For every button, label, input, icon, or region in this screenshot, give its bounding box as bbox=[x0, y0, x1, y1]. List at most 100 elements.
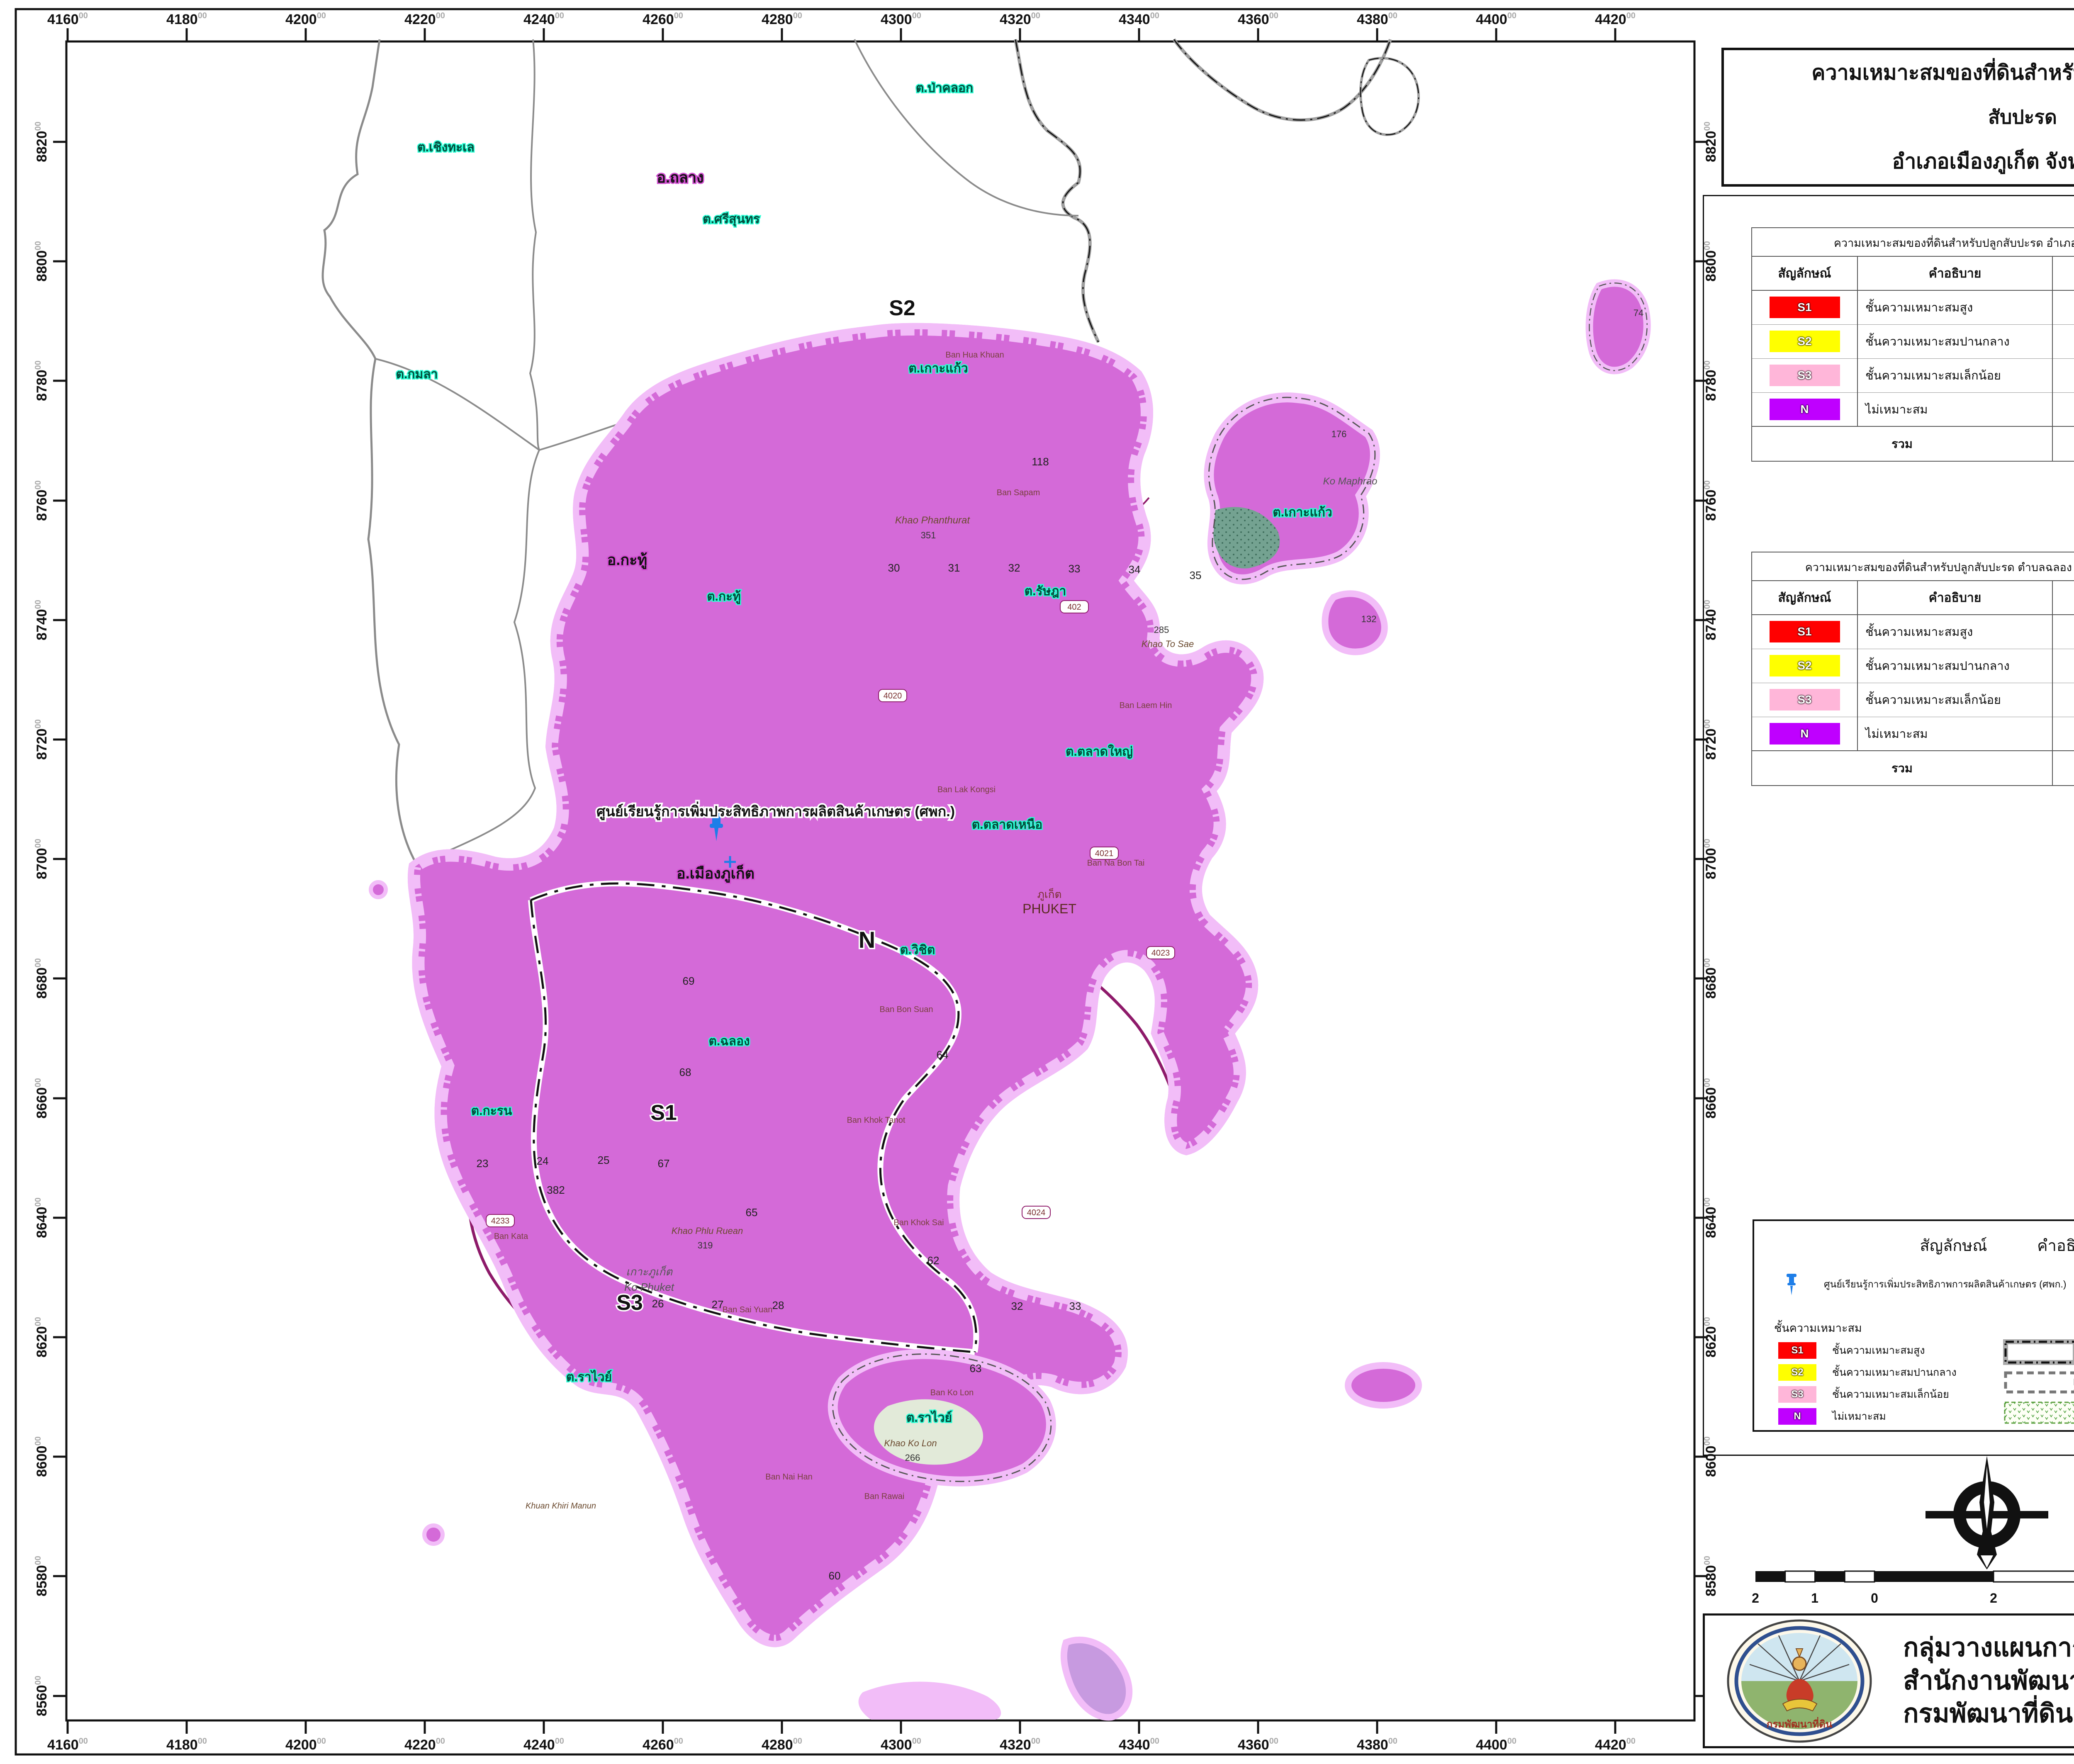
class-desc: ชั้นความเหมาะสมสูง bbox=[1857, 614, 2053, 649]
axis-label-top: 422000 bbox=[404, 11, 445, 27]
class-desc: ชั้นความเหมาะสมเล็กน้อย bbox=[1857, 358, 2053, 393]
map-label: Khao Phanthurat bbox=[895, 515, 970, 526]
class-area: 859 bbox=[2052, 648, 2074, 683]
map-title-line2: สับปะรด bbox=[1988, 106, 2057, 128]
map-label: ศูนย์เรียนรู้การเพิ่มประสิทธิภาพการผลิตส… bbox=[596, 801, 955, 820]
map-label: 27 bbox=[712, 1298, 724, 1311]
class-desc: ชั้นความเหมาะสมเล็กน้อย bbox=[1857, 682, 2053, 717]
total-area: 13,497 bbox=[2052, 750, 2074, 786]
map-label: 69 bbox=[683, 975, 695, 987]
table-row: Nไม่เหมาะสม86,01885.02 bbox=[1751, 392, 2074, 427]
pineapple-boundary-icon bbox=[2003, 1400, 2074, 1428]
axis-label-bottom: 430000 bbox=[881, 1737, 921, 1753]
map-label: 26 bbox=[652, 1297, 664, 1310]
map-label: ต.ป่าคลอก bbox=[916, 81, 973, 95]
table-row: Nไม่เหมาะสม11,92788.37 bbox=[1751, 716, 2074, 751]
table-total-row: รวม13,497100.00 bbox=[1751, 750, 2074, 786]
axis-label-bottom: 422000 bbox=[404, 1737, 445, 1753]
map-label: Khao To Sae bbox=[1142, 639, 1194, 649]
axis-label-bottom: 420000 bbox=[285, 1737, 326, 1753]
table-title: ความเหมาะสมของที่ดินสำหรับปลูกสับปะรด ตำ… bbox=[1751, 552, 2074, 580]
legend-heading-desc: คำอธิบาย bbox=[2037, 1237, 2074, 1255]
axis-label-left: 864000 bbox=[34, 1197, 50, 1238]
map-label: S3 bbox=[616, 1291, 643, 1315]
map-label: Ban Bon Suan bbox=[880, 1005, 933, 1014]
map-label: Ban Ko Lon bbox=[930, 1388, 974, 1397]
table-header: เนื้อที่ (ไร่) bbox=[2052, 256, 2074, 291]
cross-marker bbox=[724, 856, 736, 868]
axis-label-right: 866000 bbox=[1703, 1078, 1719, 1119]
total-label: รวม bbox=[1751, 426, 2053, 462]
map-label: 285 bbox=[1154, 625, 1169, 635]
map-label: 74 bbox=[1633, 308, 1643, 318]
axis-label-bottom: 436000 bbox=[1238, 1737, 1278, 1753]
map-label: 28 bbox=[772, 1299, 784, 1311]
road-badge bbox=[486, 1214, 515, 1227]
table-row: S1ชั้นความเหมาะสมสูง2051.52 bbox=[1751, 614, 2074, 649]
legend-class-label: ชั้นความเหมาะสมเล็กน้อย bbox=[1832, 1389, 1949, 1400]
road-badge bbox=[1090, 847, 1119, 860]
map-label: 35 bbox=[1190, 569, 1202, 582]
map-label: PHUKET bbox=[1022, 901, 1076, 916]
class-desc: ชั้นความเหมาะสมปานกลาง bbox=[1857, 324, 2053, 359]
legend-chip-s2: S2 bbox=[1778, 1364, 1816, 1381]
map-label: Ban Lak Kongsi bbox=[937, 785, 996, 794]
axis-label-left: 866000 bbox=[34, 1078, 50, 1119]
axis-label-top: 420000 bbox=[285, 11, 326, 27]
axis-label-top: 434000 bbox=[1119, 11, 1159, 27]
axis-label-bottom: 434000 bbox=[1119, 1737, 1159, 1753]
map-label: ต.กะรน bbox=[471, 1104, 512, 1118]
legend-box: สัญลักษณ์ คำอธิบาย ศูนย์เรียนรู้การเพิ่ม… bbox=[1753, 1219, 2074, 1432]
axis-label-left: 876000 bbox=[34, 480, 50, 521]
ko-mai-thon bbox=[1345, 1362, 1422, 1409]
axis-label-bottom: 442000 bbox=[1595, 1737, 1636, 1753]
org-line2: สำนักงานพัฒนาที่ดิน เขต ๑๑ bbox=[1903, 1666, 2074, 1695]
legend-heading: สัญลักษณ์ คำอธิบาย bbox=[1754, 1233, 2074, 1258]
map-label: เกาะภูเก็ต bbox=[626, 1265, 673, 1278]
axis-label-right: 860000 bbox=[1703, 1436, 1719, 1477]
map-label: 64 bbox=[937, 1049, 949, 1061]
axis-label-top: 426000 bbox=[643, 11, 683, 27]
map-label: ต.ฉลอง bbox=[708, 1034, 750, 1048]
axis-label-bottom: 428000 bbox=[762, 1737, 802, 1753]
map-label: อ.กะทู้ bbox=[607, 551, 648, 569]
legend-boundary-row-amphoe: ขอบเขตอำเภอ bbox=[2003, 1339, 2074, 1367]
class-chip-s3: S3 bbox=[1769, 365, 1840, 386]
legend-heading-symbol: สัญลักษณ์ bbox=[1920, 1237, 1987, 1255]
axis-label-top: 440000 bbox=[1476, 11, 1517, 27]
axis-label-left: 862000 bbox=[34, 1317, 50, 1358]
legend-boundary-row-pineapple: พื้นที่ปลูกสับปะรด bbox=[2003, 1400, 2074, 1428]
table-header: เนื้อที่ (ไร่) bbox=[2052, 580, 2074, 615]
axis-label-bottom: 416000 bbox=[47, 1737, 88, 1753]
map-label: 4021 bbox=[1095, 849, 1114, 858]
amphoe-boundary-icon bbox=[2003, 1339, 2074, 1367]
legend-class-label: ไม่เหมาะสม bbox=[1832, 1411, 1886, 1422]
road-badge bbox=[1060, 600, 1089, 613]
class-chip-s1: S1 bbox=[1769, 297, 1840, 319]
axis-label-bottom: 432000 bbox=[1000, 1737, 1040, 1753]
sheet-border bbox=[15, 8, 2074, 1756]
map-label: 4233 bbox=[491, 1217, 510, 1226]
axis-label-bottom: 426000 bbox=[643, 1737, 683, 1753]
map-label: ต.เกาะแก้ว bbox=[1273, 506, 1332, 519]
table-header: สัญลักษณ์ bbox=[1751, 580, 1858, 615]
legend-chip-s1: S1 bbox=[1778, 1342, 1816, 1359]
class-chip-n: N bbox=[1769, 398, 1840, 420]
map-label: อ.เมืองภูเก็ต bbox=[677, 864, 755, 883]
scale-bar: 210246Kilometers bbox=[1752, 1570, 2074, 1606]
axis-label-top: 418000 bbox=[166, 11, 207, 27]
class-desc: ไม่เหมาะสม bbox=[1857, 392, 2053, 427]
map-label: Ban Laem Hin bbox=[1120, 701, 1172, 710]
class-area: 506 bbox=[2052, 682, 2074, 717]
org-line1: กลุ่มวางแผนการใช้ที่ดิน bbox=[1903, 1633, 2074, 1662]
table-row: S1ชั้นความเหมาะสมสูง8240.81 bbox=[1751, 290, 2074, 325]
suitability-table: สัญลักษณ์คำอธิบายเนื้อที่ (ไร่)ร้อยละS1ช… bbox=[1751, 580, 2074, 786]
class-chip-s2: S2 bbox=[1769, 655, 1840, 676]
map-label: Khao Phlu Ruean bbox=[672, 1226, 743, 1236]
shoal bbox=[858, 1681, 1001, 1720]
class-desc: ชั้นความเหมาะสมปานกลาง bbox=[1857, 648, 2053, 683]
map-label: ต.กมลา bbox=[396, 367, 438, 381]
learning-center-pin bbox=[708, 809, 725, 841]
table-total-row: รวม101,168100.00 bbox=[1751, 426, 2074, 462]
